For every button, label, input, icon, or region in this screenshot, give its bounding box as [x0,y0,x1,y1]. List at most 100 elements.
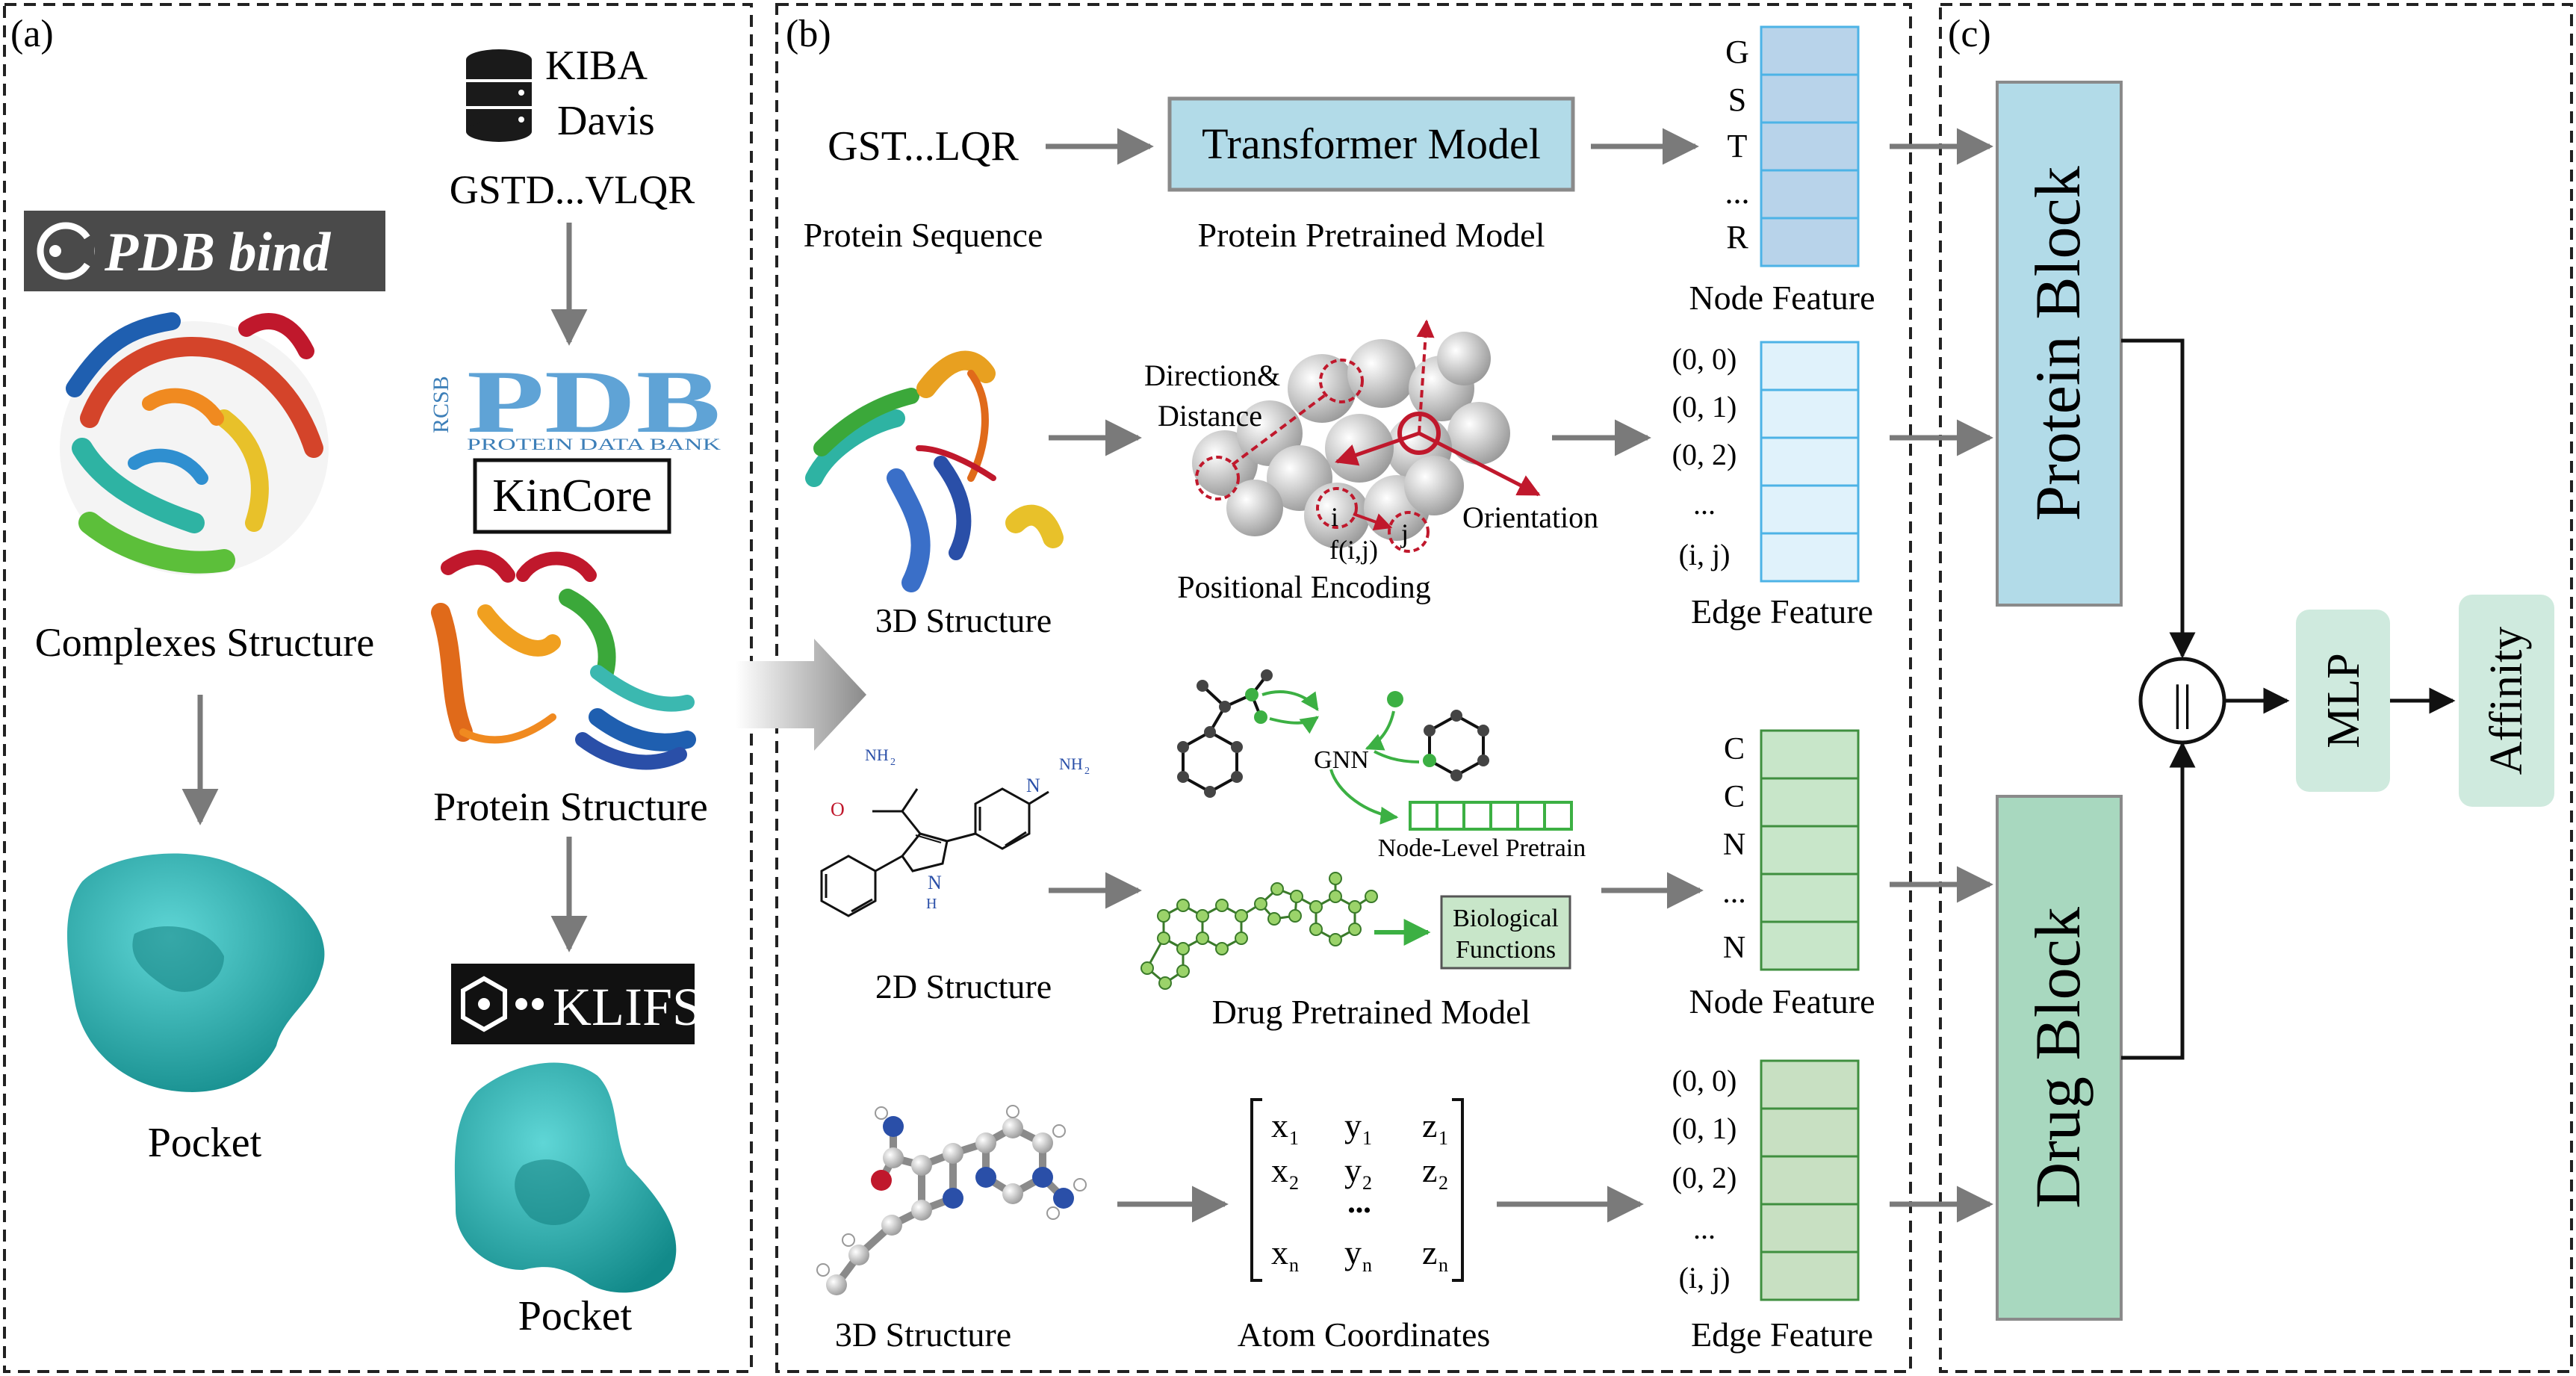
row3-structure-caption: 2D Structure [875,967,1052,1005]
orientation-label: Orientation [1462,500,1598,534]
gnn-label: GNN [1314,746,1369,774]
node-level-pretrain-label: Node-Level Pretrain [1378,834,1586,862]
protein-node-feature-4: R [1726,219,1748,255]
protein-block-label: Protein Block [2022,166,2094,521]
drug-edge-feature-caption: Edge Feature [1691,1315,1873,1354]
drug-node-feature-2: N [1723,828,1745,862]
drug-3d-structure-image [816,1105,1087,1295]
drug-model-caption: Drug Pretrained Model [1212,993,1531,1031]
pocket-left-caption: Pocket [148,1120,262,1166]
panel-b-label: (b) [786,13,831,55]
rcsb-side-text: RCSB [429,376,453,433]
protein-3d-structure-image [805,350,1064,592]
protein-node-feature-0: G [1725,34,1749,70]
atom-coordinates-matrix [1250,1098,1464,1282]
klifs-text: KLIFS [553,977,702,1037]
kincore-box [473,458,671,534]
pdbbind-text: PDB bind [104,222,331,283]
pocket-left-image [67,853,325,1092]
pocket-right-image [454,1062,677,1293]
matrix-zn-sub: n [1438,1254,1448,1276]
drug-node-feature-4: N [1723,931,1745,965]
pyrrole-h-label: H [926,896,937,912]
atom-coordinates-caption: Atom Coordinates [1238,1315,1491,1354]
protein-structure-caption: Protein Structure [433,784,707,829]
matrix-z2-sub: 2 [1438,1172,1448,1194]
node-level-pretrain-bar [1409,801,1573,831]
matrix-x2-sub: 2 [1289,1172,1299,1194]
matrix-x1: x [1271,1106,1288,1144]
matrix-z2: z [1422,1151,1437,1189]
node-i-label: i [1331,502,1338,532]
sequence-label: GSTD...VLQR [450,167,695,212]
protein-node-feature-2: T [1728,128,1748,164]
drug-edge-feature-3: ... [1693,1212,1716,1245]
concat-symbol: || [2173,675,2192,730]
geometry-annotations [1195,319,1541,553]
drug-edge-feature-column [1760,1059,1860,1301]
klifs-logo: KLIFS [451,964,702,1044]
protein-node-feature-3: ... [1725,174,1750,211]
drug-node-feature-3: ... [1722,876,1746,910]
matrix-x1-sub: 1 [1289,1127,1299,1149]
matrix-yn-sub: n [1362,1254,1372,1276]
database-icon [466,49,532,142]
gnn-pretrain-graph [1177,669,1489,825]
matrix-xn: x [1271,1233,1288,1271]
drug-edge-feature-1: (0, 1) [1672,1112,1737,1145]
drug-edge-feature-4: (i, j) [1679,1261,1731,1295]
row2-structure-caption: 3D Structure [875,601,1052,639]
drug-node-feature-caption: Node Feature [1689,982,1875,1020]
biological-functions-box [1440,895,1571,970]
matrix-y1: y [1344,1106,1362,1144]
node-j-label: j [1400,518,1409,548]
matrix-y2-sub: 2 [1362,1172,1372,1194]
direction-label-2: Distance [1158,399,1262,433]
protein-edge-feature-0: (0, 0) [1672,342,1737,376]
db-davis: Davis [557,98,655,144]
protein-edge-feature-caption: Edge Feature [1691,592,1873,630]
db-kiba: KIBA [545,43,648,89]
matrix-z1-sub: 1 [1438,1127,1448,1149]
protein-edge-feature-3: ... [1693,487,1716,521]
matrix-x2: x [1271,1151,1288,1189]
protein-node-feature-column [1760,25,1860,267]
panel-a-label: (a) [10,13,54,55]
drug-edge-feature-0: (0, 0) [1672,1064,1737,1097]
row1-model-caption: Protein Pretrained Model [1197,216,1545,254]
drug-edge-feature-2: (0, 2) [1672,1161,1737,1194]
panel-a-frame [3,3,753,1373]
matrix-y1-sub: 1 [1362,1127,1372,1149]
oxygen-label: O [831,799,845,820]
nh2-top-right-sub: 2 [1084,766,1090,777]
transformer-label: Transformer Model [1202,120,1541,168]
bio-label-1: Biological [1453,905,1559,932]
protein-structure-image [431,550,696,770]
matrix-y2: y [1344,1151,1362,1189]
protein-node-feature-caption: Node Feature [1689,279,1875,317]
complex-structure-image [60,312,329,575]
protein-to-concat-line [2121,338,2196,659]
rcsb-sub-text: PROTEIN DATA BANK [467,435,721,453]
drug-node-feature-0: C [1724,732,1745,766]
drug-node-feature-1: C [1724,780,1745,814]
rcsb-pdb-logo: RCSB PDB PROTEIN DATA BANK [424,352,723,456]
matrix-xn-sub: n [1289,1254,1299,1276]
transformer-box [1167,96,1575,192]
drug-block-label: Drug Block [2022,907,2094,1209]
protein-block [1996,81,2123,607]
bio-label-2: Functions [1456,936,1556,964]
row1-input: GST...LQR [828,123,1019,170]
protein-edge-feature-4: (i, j) [1679,538,1731,571]
nh2-top-right: NH [1059,754,1083,773]
protein-node-feature-1: S [1728,81,1746,118]
protein-edge-feature-2: (0, 2) [1672,438,1737,471]
row4-structure-caption: 3D Structure [835,1315,1011,1354]
protein-edge-feature-column [1760,341,1860,583]
matrix-yn: y [1344,1233,1362,1271]
drug-2d-structure [820,787,1049,917]
pyrrole-n-label: N [928,872,942,893]
nh2-top-left: NH [865,746,889,764]
protein-edge-feature-1: (0, 1) [1672,390,1737,424]
